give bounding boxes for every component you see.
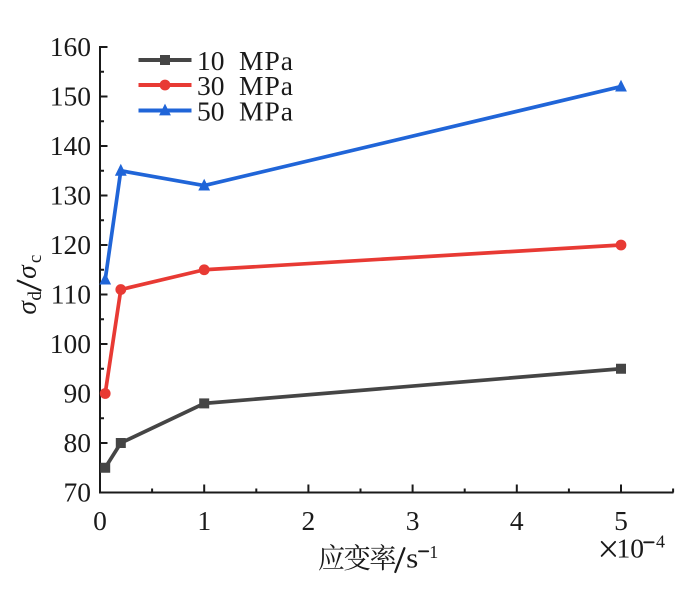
svg-text:80: 80: [64, 427, 92, 458]
svg-text:3: 3: [406, 505, 420, 536]
svg-text:150: 150: [50, 81, 91, 112]
svg-text:140: 140: [50, 130, 91, 161]
svg-text:5: 5: [614, 505, 628, 536]
svg-text:100: 100: [50, 328, 91, 359]
svg-text:2: 2: [302, 505, 316, 536]
svg-text:d: d: [25, 291, 46, 301]
svg-text:130: 130: [50, 180, 91, 211]
svg-text:s1: s1: [406, 542, 438, 574]
svg-text:120: 120: [50, 229, 91, 260]
svg-text:c: c: [25, 255, 46, 263]
svg-text:0: 0: [93, 505, 107, 536]
svg-text:1: 1: [197, 505, 211, 536]
svg-text:70: 70: [64, 477, 92, 508]
svg-text:σ: σ: [11, 300, 42, 315]
svg-text:160: 160: [50, 31, 91, 62]
svg-text:σ: σ: [11, 264, 42, 279]
svg-text:90: 90: [64, 378, 92, 409]
svg-text:110: 110: [51, 279, 91, 310]
svg-text:4: 4: [510, 505, 524, 536]
